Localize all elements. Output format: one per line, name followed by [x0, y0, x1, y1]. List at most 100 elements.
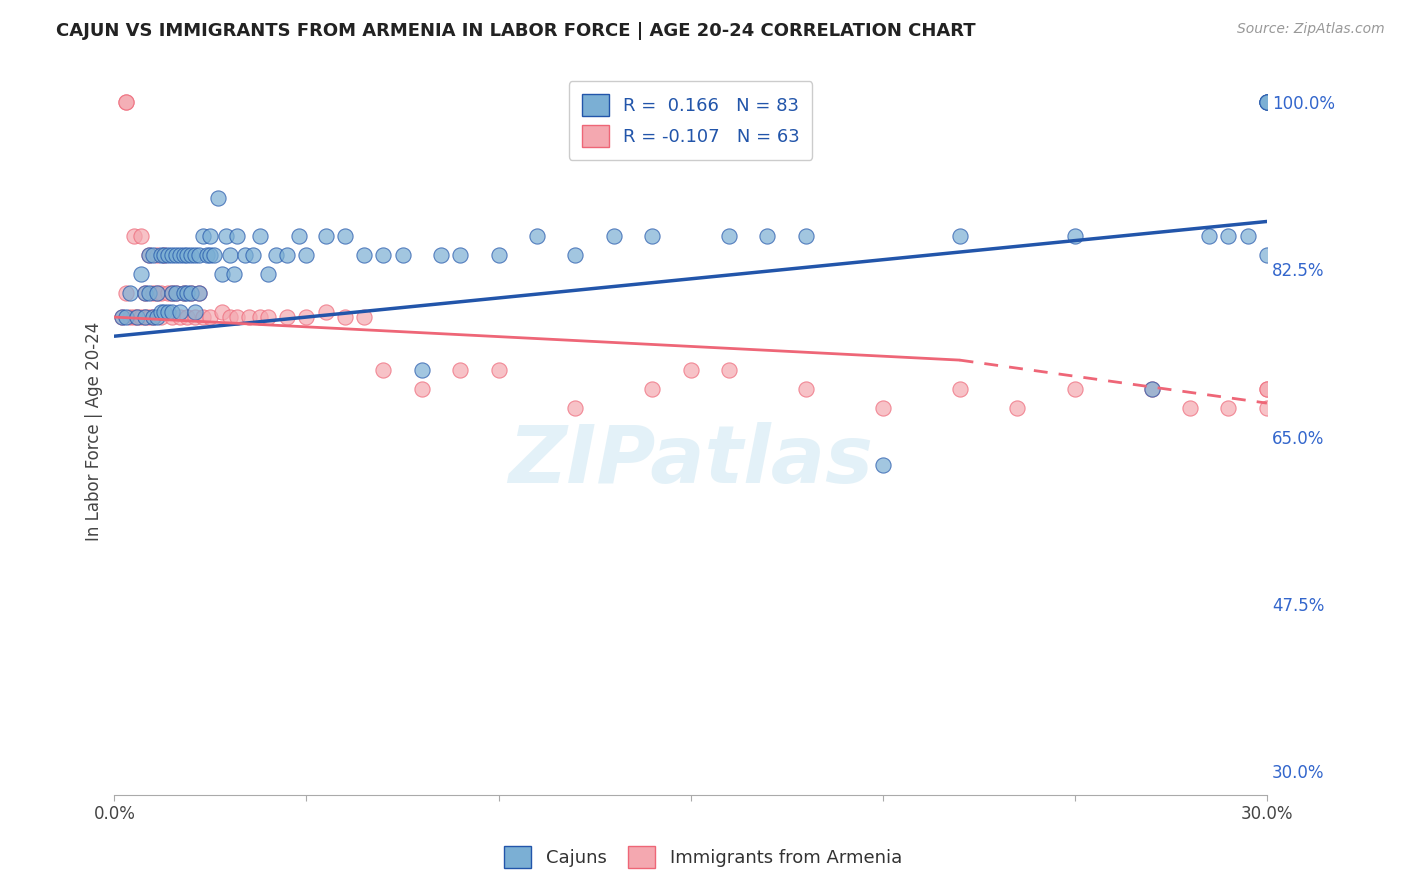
Point [207, 190, 229, 204]
Point [1256, 95, 1278, 109]
Text: Source: ZipAtlas.com: Source: ZipAtlas.com [1237, 22, 1385, 37]
Point [142, 248, 165, 262]
Point [127, 310, 149, 324]
Point [115, 310, 138, 324]
Point [276, 310, 298, 324]
Point [160, 305, 183, 319]
Point [180, 286, 202, 301]
Point [184, 305, 207, 319]
Point [756, 228, 779, 243]
Point [111, 310, 134, 324]
Point [226, 310, 249, 324]
Point [176, 248, 198, 262]
Point [165, 248, 187, 262]
Point [218, 248, 240, 262]
Point [488, 362, 510, 376]
Point [411, 362, 433, 376]
Point [138, 248, 160, 262]
Point [173, 286, 195, 301]
Point [145, 248, 167, 262]
Point [1063, 382, 1085, 396]
Point [184, 248, 207, 262]
Point [160, 286, 183, 301]
Point [153, 305, 176, 319]
Legend: Cajuns, Immigrants from Armenia: Cajuns, Immigrants from Armenia [494, 835, 912, 879]
Point [430, 248, 453, 262]
Point [191, 310, 214, 324]
Point [1178, 401, 1201, 415]
Point [169, 248, 191, 262]
Point [173, 248, 195, 262]
Point [118, 286, 141, 301]
Point [353, 310, 375, 324]
Point [1005, 401, 1028, 415]
Point [173, 286, 195, 301]
Point [249, 228, 271, 243]
Point [118, 310, 141, 324]
Point [1140, 382, 1163, 396]
Point [641, 382, 664, 396]
Text: CAJUN VS IMMIGRANTS FROM ARMENIA IN LABOR FORCE | AGE 20-24 CORRELATION CHART: CAJUN VS IMMIGRANTS FROM ARMENIA IN LABO… [56, 22, 976, 40]
Point [1236, 228, 1258, 243]
Point [249, 310, 271, 324]
Point [160, 310, 183, 324]
Point [1256, 95, 1278, 109]
Point [129, 228, 152, 243]
Point [202, 248, 225, 262]
Point [948, 228, 970, 243]
Point [134, 286, 156, 301]
Point [160, 286, 183, 301]
Point [1256, 95, 1278, 109]
Point [200, 228, 222, 243]
Point [391, 248, 413, 262]
Point [149, 305, 172, 319]
Point [142, 310, 165, 324]
Point [153, 248, 176, 262]
Point [449, 248, 471, 262]
Point [257, 267, 280, 281]
Point [122, 228, 145, 243]
Point [157, 248, 180, 262]
Point [165, 286, 187, 301]
Point [187, 248, 209, 262]
Point [411, 382, 433, 396]
Point [215, 228, 238, 243]
Point [191, 228, 214, 243]
Point [353, 248, 375, 262]
Point [315, 305, 337, 319]
Point [449, 362, 471, 376]
Point [138, 310, 160, 324]
Point [129, 267, 152, 281]
Point [153, 248, 176, 262]
Point [195, 248, 218, 262]
Point [138, 248, 160, 262]
Point [145, 286, 167, 301]
Point [233, 248, 256, 262]
Y-axis label: In Labor Force | Age 20-24: In Labor Force | Age 20-24 [86, 322, 103, 541]
Point [211, 305, 233, 319]
Point [187, 286, 209, 301]
Point [176, 310, 198, 324]
Point [218, 310, 240, 324]
Point [180, 248, 202, 262]
Point [276, 248, 298, 262]
Point [149, 286, 172, 301]
Point [718, 228, 741, 243]
Point [948, 382, 970, 396]
Point [160, 248, 183, 262]
Point [200, 248, 222, 262]
Point [122, 310, 145, 324]
Point [129, 310, 152, 324]
Point [145, 286, 167, 301]
Point [149, 248, 172, 262]
Point [134, 310, 156, 324]
Point [257, 310, 280, 324]
Point [226, 228, 249, 243]
Point [564, 248, 586, 262]
Point [315, 228, 337, 243]
Point [295, 310, 318, 324]
Point [1198, 228, 1220, 243]
Legend: R =  0.166   N = 83, R = -0.107   N = 63: R = 0.166 N = 83, R = -0.107 N = 63 [569, 81, 813, 160]
Point [149, 310, 172, 324]
Point [373, 362, 395, 376]
